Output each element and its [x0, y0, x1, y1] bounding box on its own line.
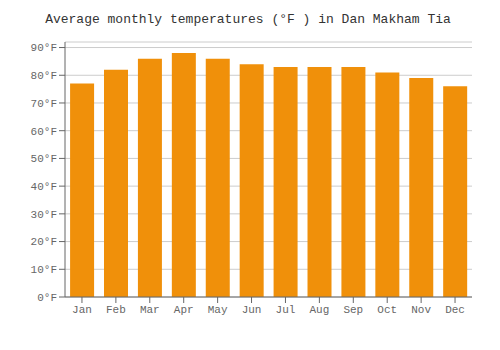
svg-text:30°F: 30°F [31, 209, 57, 221]
svg-text:80°F: 80°F [31, 70, 57, 82]
svg-text:70°F: 70°F [31, 98, 57, 110]
svg-text:Jan: Jan [72, 304, 92, 316]
svg-text:20°F: 20°F [31, 236, 57, 248]
svg-text:10°F: 10°F [31, 264, 57, 276]
svg-text:Apr: Apr [174, 304, 194, 316]
svg-text:50°F: 50°F [31, 153, 57, 165]
svg-text:May: May [208, 304, 228, 316]
svg-text:40°F: 40°F [31, 181, 57, 193]
svg-text:Jul: Jul [276, 304, 296, 316]
svg-text:Jun: Jun [242, 304, 262, 316]
html-text:Average monthly temperatures (: Average monthly temperatures (°F ) in Da… [45, 12, 451, 27]
svg-text:90°F: 90°F [31, 42, 57, 54]
svg-text:0°F: 0°F [37, 292, 57, 304]
svg-text:Sep: Sep [343, 304, 363, 316]
svg-text:Nov: Nov [411, 304, 431, 316]
svg-text:60°F: 60°F [31, 126, 57, 138]
svg-text:Oct: Oct [377, 304, 397, 316]
svg-text:Dec: Dec [445, 304, 465, 316]
svg-text:Aug: Aug [309, 304, 329, 316]
svg-text:Mar: Mar [140, 304, 160, 316]
svg-text:Feb: Feb [106, 304, 126, 316]
